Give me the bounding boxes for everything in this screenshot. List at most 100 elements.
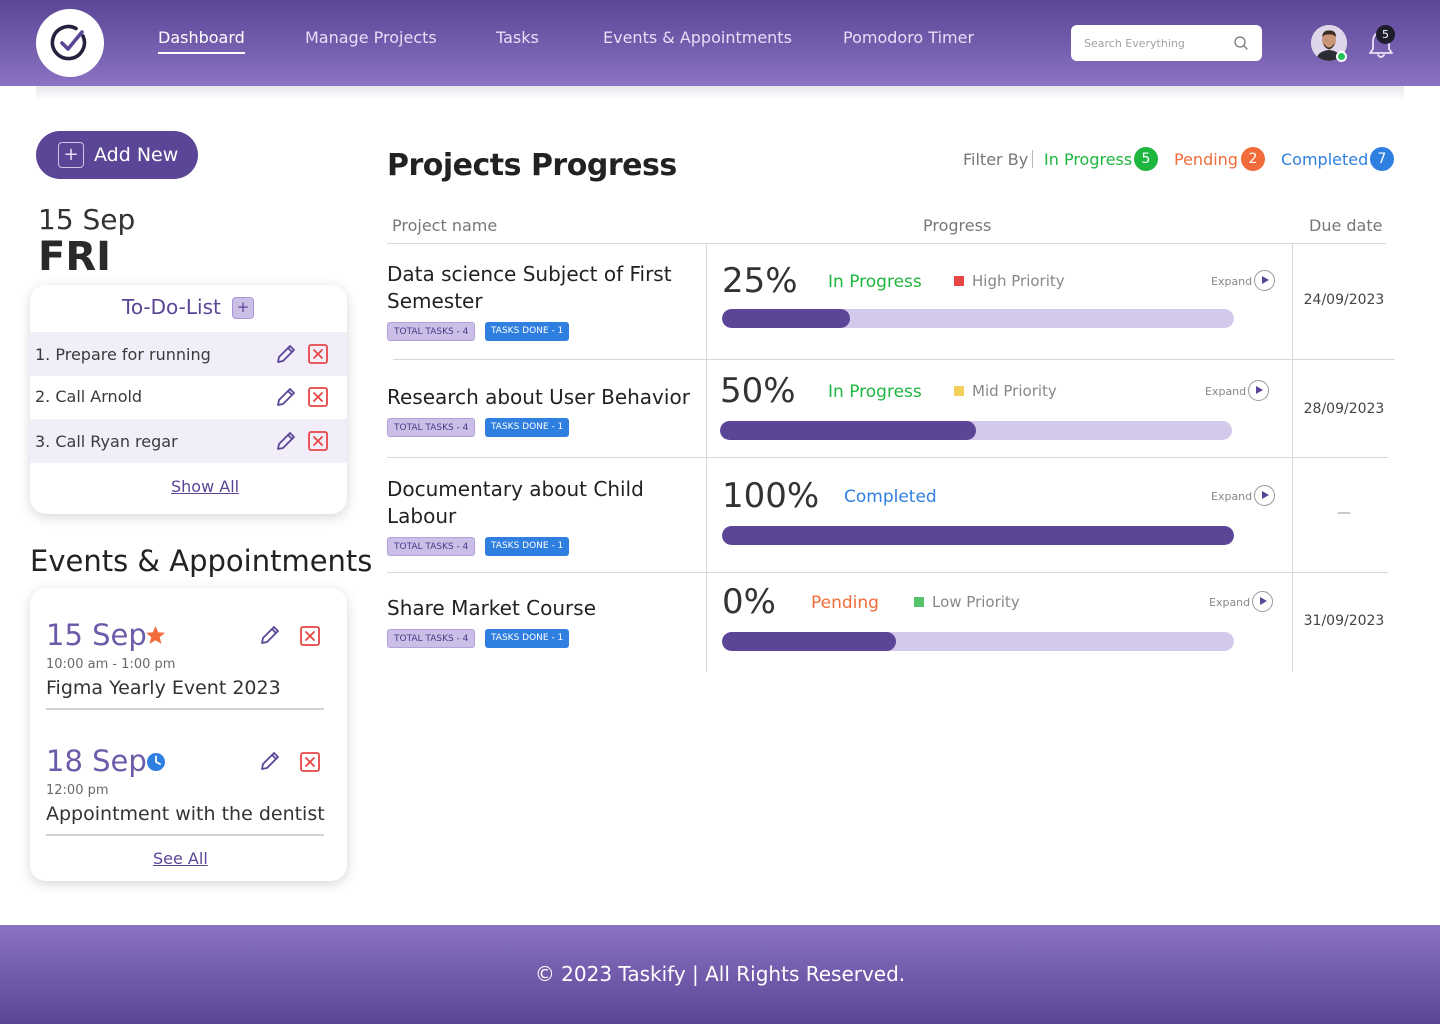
header-shadow bbox=[36, 86, 1404, 100]
expand-label: Expand bbox=[1205, 385, 1247, 398]
nav-tasks[interactable]: Tasks bbox=[496, 28, 539, 47]
check-circle-icon bbox=[50, 24, 87, 61]
progress-bar-fill bbox=[722, 309, 850, 328]
total-tasks-badge: TOTAL TASKS - 4 bbox=[387, 418, 476, 437]
search-icon[interactable] bbox=[1233, 35, 1249, 51]
due-date: 28/09/2023 bbox=[1303, 401, 1385, 417]
filter-in-progress[interactable]: In Progress bbox=[1044, 150, 1133, 169]
progress-bar-fill bbox=[722, 526, 1234, 545]
delete-icon[interactable] bbox=[308, 431, 328, 451]
event-date: 15 Sep bbox=[46, 618, 147, 652]
todo-item: 2. Call Arnold bbox=[30, 374, 347, 418]
expand-play-icon[interactable] bbox=[1254, 270, 1275, 291]
add-todo-icon[interactable]: + bbox=[232, 297, 254, 319]
footer-copyright: © 2023 Taskify | All Rights Reserved. bbox=[534, 962, 906, 986]
events-see-all-link[interactable]: See All bbox=[153, 849, 208, 868]
total-tasks-badge: TOTAL TASKS - 4 bbox=[387, 537, 476, 556]
delete-icon[interactable] bbox=[308, 387, 328, 407]
app-logo[interactable] bbox=[36, 9, 104, 77]
event-date: 18 Sep bbox=[46, 744, 147, 778]
progress-bar bbox=[722, 632, 1234, 651]
todo-list-card: To-Do-List + 1. Prepare for running 2. C… bbox=[30, 285, 347, 514]
event-name: Appointment with the dentist bbox=[46, 803, 325, 825]
progress-bar-fill bbox=[722, 632, 897, 651]
todo-item-label: 1. Prepare for running bbox=[35, 344, 211, 364]
todo-show-all-link[interactable]: Show All bbox=[171, 477, 240, 496]
filter-pending[interactable]: Pending bbox=[1174, 150, 1238, 169]
progress-bar-fill bbox=[720, 421, 976, 440]
tasks-done-badge: TASKS DONE - 1 bbox=[485, 629, 570, 648]
project-name: Research about User Behavior bbox=[387, 385, 690, 409]
online-status-dot bbox=[1336, 51, 1347, 62]
progress-percent: 50% bbox=[720, 371, 796, 411]
status-label: Completed bbox=[844, 487, 937, 507]
expand-play-icon[interactable] bbox=[1254, 485, 1275, 506]
nav-dashboard[interactable]: Dashboard bbox=[158, 28, 245, 54]
nav-events-appointments[interactable]: Events & Appointments bbox=[603, 28, 792, 47]
project-name: Share Market Course bbox=[387, 596, 597, 620]
priority-dot bbox=[954, 386, 964, 396]
todo-item: 1. Prepare for running bbox=[30, 332, 347, 376]
total-tasks-badge: TOTAL TASKS - 4 bbox=[387, 629, 476, 648]
progress-bar bbox=[722, 526, 1234, 545]
table-row-divider bbox=[387, 457, 1388, 458]
table-row-divider bbox=[387, 572, 1388, 573]
nav-active-underline bbox=[158, 52, 245, 54]
priority-label: Mid Priority bbox=[972, 382, 1057, 400]
event-time: 10:00 am - 1:00 pm bbox=[46, 657, 176, 672]
delete-icon[interactable] bbox=[308, 344, 328, 364]
expand-play-icon[interactable] bbox=[1252, 591, 1273, 612]
todo-item-label: 2. Call Arnold bbox=[35, 386, 143, 406]
projects-title: Projects Progress bbox=[387, 148, 677, 183]
due-date: 31/09/2023 bbox=[1303, 613, 1385, 629]
events-section-title: Events & Appointments bbox=[30, 544, 373, 578]
edit-icon[interactable] bbox=[275, 386, 297, 408]
search-input[interactable] bbox=[1084, 36, 1224, 50]
table-header-divider bbox=[387, 243, 1386, 244]
todo-item-label: 3. Call Ryan regar bbox=[35, 431, 178, 451]
clock-icon bbox=[147, 753, 165, 771]
expand-label: Expand bbox=[1209, 596, 1251, 609]
column-header-due-date: Due date bbox=[1309, 216, 1383, 235]
event-name: Figma Yearly Event 2023 bbox=[46, 677, 281, 699]
delete-icon[interactable] bbox=[300, 752, 320, 772]
nav-manage-projects[interactable]: Manage Projects bbox=[305, 28, 437, 47]
star-icon bbox=[146, 626, 165, 644]
column-header-progress: Progress bbox=[923, 216, 992, 235]
filter-pending-count: 2 bbox=[1241, 147, 1265, 171]
project-name: Data science Subject of First Semester bbox=[387, 262, 672, 313]
add-new-button[interactable]: + Add New bbox=[36, 131, 198, 179]
filter-separator bbox=[1032, 150, 1033, 168]
priority-dot bbox=[914, 597, 924, 607]
current-weekday: FRI bbox=[38, 234, 112, 280]
tasks-done-badge: TASKS DONE - 1 bbox=[485, 322, 570, 341]
events-card: 15 Sep 10:00 am - 1:00 pm Figma Yearly E… bbox=[30, 588, 347, 881]
expand-label: Expand bbox=[1211, 490, 1253, 503]
edit-icon[interactable] bbox=[275, 343, 297, 365]
priority-label: High Priority bbox=[972, 272, 1065, 290]
project-name: Documentary about Child Labour bbox=[387, 477, 644, 528]
status-label: In Progress bbox=[828, 272, 922, 292]
priority-dot bbox=[954, 276, 964, 286]
progress-percent: 100% bbox=[722, 476, 820, 516]
footer bbox=[0, 925, 1440, 1024]
edit-icon[interactable] bbox=[259, 624, 281, 646]
nav-dashboard-label: Dashboard bbox=[158, 28, 245, 47]
notification-badge: 5 bbox=[1376, 25, 1395, 44]
filter-completed-count: 7 bbox=[1370, 147, 1394, 171]
event-time: 12:00 pm bbox=[46, 783, 109, 798]
filter-completed[interactable]: Completed bbox=[1281, 150, 1369, 169]
total-tasks-badge: TOTAL TASKS - 4 bbox=[387, 322, 476, 341]
todo-list-title: To-Do-List bbox=[122, 295, 221, 319]
delete-icon[interactable] bbox=[300, 626, 320, 646]
table-row-divider bbox=[393, 359, 1395, 360]
tasks-done-badge: TASKS DONE - 1 bbox=[485, 418, 570, 437]
expand-play-icon[interactable] bbox=[1248, 380, 1269, 401]
edit-icon[interactable] bbox=[275, 430, 297, 452]
nav-pomodoro-timer[interactable]: Pomodoro Timer bbox=[843, 28, 975, 47]
todo-item: 3. Call Ryan regar bbox=[30, 419, 347, 463]
edit-icon[interactable] bbox=[259, 750, 281, 772]
progress-percent: 0% bbox=[722, 582, 776, 622]
progress-percent: 25% bbox=[722, 261, 798, 301]
priority-label: Low Priority bbox=[932, 593, 1020, 611]
